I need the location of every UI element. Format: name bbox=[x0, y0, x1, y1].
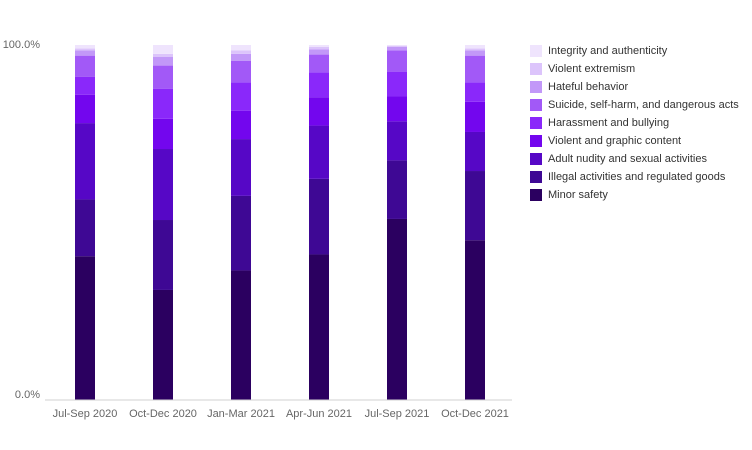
y-tick-label-min: 0.0% bbox=[15, 389, 40, 401]
bar-segment-5-2[interactable] bbox=[387, 160, 407, 219]
bar-segment-2-7[interactable] bbox=[153, 56, 173, 66]
bar-segment-1-2[interactable] bbox=[75, 199, 95, 257]
bar-segment-2-1[interactable] bbox=[153, 289, 173, 400]
bar-segment-3-1[interactable] bbox=[231, 270, 251, 400]
bar-segment-2-2[interactable] bbox=[153, 220, 173, 290]
x-tick-label: Jul-Sep 2021 bbox=[365, 408, 430, 420]
legend-label: Violent and graphic content bbox=[548, 135, 682, 147]
legend-item[interactable]: Illegal activities and regulated goods bbox=[530, 168, 739, 186]
bar-segment-6-6[interactable] bbox=[465, 55, 485, 83]
bar-segment-3-3[interactable] bbox=[231, 139, 251, 196]
bar-segment-6-2[interactable] bbox=[465, 171, 485, 241]
legend-label: Integrity and authenticity bbox=[548, 45, 668, 57]
bar-segment-5-7[interactable] bbox=[387, 46, 407, 51]
legend-label: Minor safety bbox=[548, 189, 608, 201]
bar-segment-4-5[interactable] bbox=[309, 72, 329, 98]
legend-swatch bbox=[530, 135, 542, 147]
legend-item[interactable]: Harassment and bullying bbox=[530, 114, 739, 132]
y-tick-label-max: 100.0% bbox=[3, 39, 41, 51]
legend-item[interactable]: Suicide, self-harm, and dangerous acts bbox=[530, 96, 739, 114]
bar-segment-4-1[interactable] bbox=[309, 254, 329, 400]
bar-segment-2-3[interactable] bbox=[153, 149, 173, 221]
bar-segment-4-4[interactable] bbox=[309, 97, 329, 126]
bar-segment-4-2[interactable] bbox=[309, 178, 329, 255]
bar-segment-2-8[interactable] bbox=[153, 53, 173, 57]
bar-segment-1-6[interactable] bbox=[75, 55, 95, 77]
bar-segment-3-7[interactable] bbox=[231, 53, 251, 61]
legend-swatch bbox=[530, 81, 542, 93]
bar-segment-2-9[interactable] bbox=[153, 45, 173, 54]
bars-layer bbox=[75, 45, 485, 400]
bar-segment-3-6[interactable] bbox=[231, 60, 251, 83]
x-tick-label: Apr-Jun 2021 bbox=[286, 408, 352, 420]
x-tick-label: Oct-Dec 2021 bbox=[441, 408, 509, 420]
legend-swatch bbox=[530, 99, 542, 111]
bar-segment-1-1[interactable] bbox=[75, 256, 95, 400]
bar-segment-6-1[interactable] bbox=[465, 240, 485, 400]
legend-label: Suicide, self-harm, and dangerous acts bbox=[548, 99, 739, 111]
legend-swatch bbox=[530, 117, 542, 129]
bar-segment-6-5[interactable] bbox=[465, 82, 485, 102]
bar-segment-4-6[interactable] bbox=[309, 54, 329, 73]
legend-label: Hateful behavior bbox=[548, 81, 629, 93]
bar-segment-3-8[interactable] bbox=[231, 50, 251, 54]
bar-segment-6-4[interactable] bbox=[465, 101, 485, 132]
bar-segment-6-9[interactable] bbox=[465, 45, 485, 49]
bar-segment-3-4[interactable] bbox=[231, 110, 251, 140]
legend-swatch bbox=[530, 171, 542, 183]
legend-label: Adult nudity and sexual activities bbox=[548, 153, 707, 165]
x-tick-label: Jan-Mar 2021 bbox=[207, 408, 275, 420]
bar-segment-1-9[interactable] bbox=[75, 45, 95, 49]
bar-segment-6-8[interactable] bbox=[465, 48, 485, 51]
legend-item[interactable]: Minor safety bbox=[530, 186, 739, 204]
legend-swatch bbox=[530, 45, 542, 57]
legend-item[interactable]: Adult nudity and sexual activities bbox=[530, 150, 739, 168]
bar-segment-5-8[interactable] bbox=[387, 45, 407, 47]
bar-segment-2-6[interactable] bbox=[153, 65, 173, 89]
bar-segment-5-5[interactable] bbox=[387, 71, 407, 97]
legend-item[interactable]: Hateful behavior bbox=[530, 78, 739, 96]
legend-label: Harassment and bullying bbox=[548, 117, 670, 129]
bar-segment-5-9[interactable] bbox=[387, 45, 407, 46]
bar-segment-1-3[interactable] bbox=[75, 123, 95, 200]
bar-segment-4-8[interactable] bbox=[309, 46, 329, 50]
bar-segment-1-5[interactable] bbox=[75, 76, 95, 95]
bar-segment-6-3[interactable] bbox=[465, 131, 485, 172]
bar-segment-5-4[interactable] bbox=[387, 96, 407, 122]
bar-segment-4-9[interactable] bbox=[309, 45, 329, 47]
legend: Integrity and authenticity Violent extrem… bbox=[530, 42, 739, 204]
bar-segment-3-5[interactable] bbox=[231, 82, 251, 111]
legend-label: Illegal activities and regulated goods bbox=[548, 171, 726, 183]
legend-item[interactable]: Integrity and authenticity bbox=[530, 42, 739, 60]
legend-item[interactable]: Violent and graphic content bbox=[530, 132, 739, 150]
x-tick-label: Oct-Dec 2020 bbox=[129, 408, 197, 420]
bar-segment-6-7[interactable] bbox=[465, 50, 485, 56]
bar-segment-4-7[interactable] bbox=[309, 49, 329, 55]
legend-swatch bbox=[530, 189, 542, 201]
bar-segment-4-3[interactable] bbox=[309, 125, 329, 179]
legend-swatch bbox=[530, 63, 542, 75]
bar-segment-3-2[interactable] bbox=[231, 195, 251, 271]
bar-segment-1-8[interactable] bbox=[75, 48, 95, 51]
bar-segment-1-7[interactable] bbox=[75, 50, 95, 56]
bar-segment-1-4[interactable] bbox=[75, 94, 95, 124]
bar-segment-5-3[interactable] bbox=[387, 121, 407, 161]
bar-segment-5-1[interactable] bbox=[387, 218, 407, 400]
legend-swatch bbox=[530, 153, 542, 165]
x-tick-label: Jul-Sep 2020 bbox=[53, 408, 118, 420]
legend-item[interactable]: Violent extremism bbox=[530, 60, 739, 78]
bar-segment-2-4[interactable] bbox=[153, 118, 173, 150]
x-tick-labels: Jul-Sep 2020 Oct-Dec 2020 Jan-Mar 2021 Apr-… bbox=[53, 408, 509, 420]
bar-segment-3-9[interactable] bbox=[231, 45, 251, 51]
bar-segment-2-5[interactable] bbox=[153, 88, 173, 119]
bar-segment-5-6[interactable] bbox=[387, 50, 407, 72]
legend-label: Violent extremism bbox=[548, 63, 636, 75]
